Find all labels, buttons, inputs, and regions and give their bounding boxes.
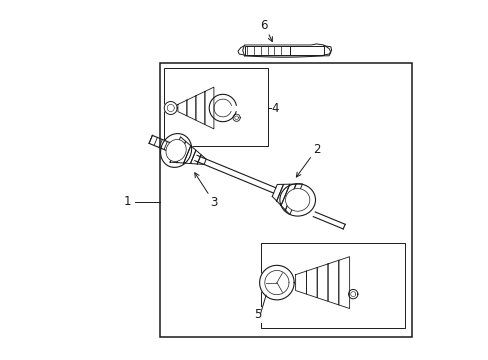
Polygon shape [276, 184, 289, 206]
Polygon shape [209, 94, 236, 122]
Bar [163, 68, 267, 146]
Ellipse shape [160, 134, 191, 167]
Polygon shape [327, 260, 338, 305]
Polygon shape [164, 102, 177, 114]
Polygon shape [295, 271, 306, 294]
Polygon shape [281, 184, 296, 210]
Polygon shape [272, 184, 283, 201]
Bar [260, 243, 404, 328]
Polygon shape [313, 212, 345, 229]
Polygon shape [196, 91, 204, 125]
Polygon shape [244, 46, 289, 55]
Polygon shape [170, 137, 185, 163]
Text: 3: 3 [194, 173, 217, 209]
Polygon shape [204, 87, 213, 129]
Polygon shape [194, 155, 275, 193]
Polygon shape [242, 44, 330, 56]
Polygon shape [178, 100, 186, 116]
Text: 6: 6 [260, 19, 272, 41]
Polygon shape [197, 155, 206, 165]
Text: 1: 1 [123, 195, 131, 208]
Ellipse shape [285, 189, 309, 211]
Polygon shape [338, 257, 349, 309]
Ellipse shape [279, 184, 315, 216]
Text: 4: 4 [271, 102, 278, 114]
Polygon shape [317, 264, 327, 301]
Text: 2: 2 [296, 143, 320, 177]
Polygon shape [190, 150, 201, 164]
Polygon shape [285, 184, 302, 215]
Polygon shape [183, 146, 196, 163]
Bar [160, 63, 411, 337]
Polygon shape [306, 267, 317, 298]
Polygon shape [231, 106, 237, 110]
Polygon shape [289, 46, 323, 55]
Polygon shape [186, 96, 196, 120]
Polygon shape [177, 141, 190, 163]
Polygon shape [259, 265, 294, 300]
Ellipse shape [165, 139, 186, 162]
Text: 5: 5 [254, 309, 261, 321]
